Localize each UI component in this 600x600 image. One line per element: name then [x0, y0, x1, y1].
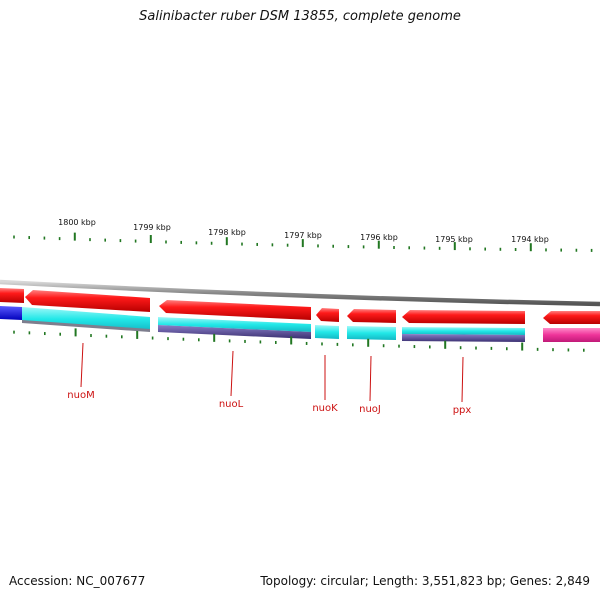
feature-block [0, 306, 22, 320]
feature-block [22, 307, 150, 331]
gene-label-nuoJ[interactable]: nuoJ [359, 404, 381, 415]
forward-cds-arrow [25, 290, 150, 312]
scale-labels: 1800 kbp 1799 kbp 1798 kbp 1797 kbp 1796… [58, 218, 549, 244]
scale-label: 1797 kbp [284, 231, 322, 240]
feature-block [543, 328, 600, 342]
feature-block [22, 320, 150, 332]
gene-leader-line [80, 342, 84, 388]
feature-block [402, 327, 525, 335]
forward-cds-arrow [159, 300, 311, 320]
reverse-strand-track [0, 306, 600, 342]
outer-scale-ticks [13, 232, 593, 252]
forward-strand-track [0, 288, 600, 324]
gene-leader-lines [80, 342, 464, 403]
scale-label: 1800 kbp [58, 218, 96, 227]
scale-label: 1796 kbp [360, 233, 398, 242]
feature-block [402, 334, 525, 342]
map-title: Salinibacter ruber DSM 13855, complete g… [139, 9, 461, 24]
accession-text: Accession: NC_007677 [9, 574, 146, 588]
gene-leader-line [230, 350, 234, 397]
feature-block [158, 325, 311, 339]
gene-leader-line [369, 355, 372, 402]
feature-block [347, 326, 396, 340]
genome-stats-text: Topology: circular; Length: 3,551,823 bp… [260, 574, 590, 588]
forward-cds-arrow [316, 308, 339, 322]
forward-cds-arrow [347, 309, 396, 323]
gene-labels: nuoM nuoL nuoK nuoJ ppx [67, 390, 471, 416]
genome-backbone [0, 279, 600, 307]
forward-cds-arrow [543, 311, 600, 324]
feature-block [315, 325, 339, 339]
feature-block [158, 317, 311, 332]
forward-cds-arrow [0, 288, 24, 303]
gene-label-ppx[interactable]: ppx [453, 405, 472, 416]
scale-label: 1795 kbp [435, 235, 473, 244]
scale-label: 1798 kbp [208, 228, 246, 237]
scale-label: 1799 kbp [133, 223, 171, 232]
scale-label: 1794 kbp [511, 235, 549, 244]
gene-label-nuoM[interactable]: nuoM [67, 390, 94, 401]
gene-leader-line [461, 356, 464, 403]
gene-label-nuoK[interactable]: nuoK [312, 403, 338, 414]
gene-label-nuoL[interactable]: nuoL [219, 399, 244, 410]
inner-scale-ticks [13, 328, 585, 352]
forward-cds-arrow [402, 310, 525, 324]
